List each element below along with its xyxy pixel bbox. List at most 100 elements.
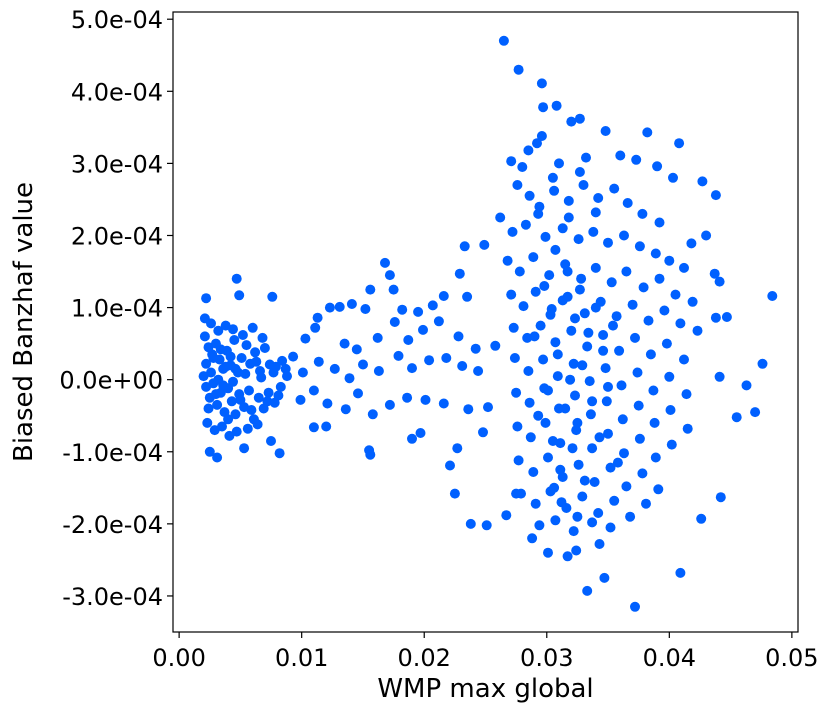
data-point bbox=[642, 127, 653, 138]
data-point bbox=[501, 510, 512, 521]
data-point bbox=[413, 306, 424, 317]
data-point bbox=[590, 302, 601, 313]
data-point bbox=[650, 452, 661, 463]
data-point bbox=[741, 380, 752, 391]
data-point bbox=[201, 358, 212, 369]
data-point bbox=[603, 381, 613, 392]
data-point bbox=[231, 273, 242, 284]
data-point bbox=[508, 322, 519, 333]
data-point bbox=[577, 360, 588, 371]
data-point bbox=[234, 290, 245, 301]
data-point bbox=[266, 436, 276, 446]
data-point bbox=[481, 520, 492, 531]
data-point bbox=[721, 312, 732, 322]
data-point bbox=[661, 338, 672, 349]
data-point bbox=[614, 345, 625, 356]
y-tick-label: -2.0e-04 bbox=[62, 511, 163, 539]
x-tick-label: 0.02 bbox=[398, 644, 451, 672]
data-point bbox=[566, 325, 577, 336]
data-point bbox=[208, 353, 219, 363]
data-point bbox=[550, 244, 561, 255]
data-point bbox=[562, 266, 573, 277]
data-point bbox=[300, 333, 311, 344]
data-point bbox=[403, 335, 414, 345]
data-point bbox=[217, 421, 227, 432]
data-point bbox=[574, 167, 585, 177]
data-point bbox=[545, 309, 556, 320]
data-point bbox=[565, 374, 576, 385]
data-point bbox=[473, 366, 484, 376]
data-point bbox=[427, 300, 438, 311]
x-tick-label: 0.03 bbox=[520, 644, 573, 672]
data-point bbox=[339, 338, 350, 349]
data-point bbox=[441, 353, 452, 363]
data-point bbox=[241, 340, 252, 351]
data-point bbox=[570, 390, 580, 401]
data-point bbox=[563, 212, 574, 223]
data-point bbox=[573, 459, 584, 470]
data-point bbox=[213, 325, 224, 336]
data-point bbox=[578, 180, 589, 190]
data-point bbox=[544, 270, 555, 281]
data-point bbox=[543, 452, 553, 463]
data-point bbox=[380, 257, 390, 268]
data-point bbox=[731, 412, 742, 423]
data-point bbox=[424, 355, 435, 366]
data-point bbox=[568, 358, 579, 369]
data-point bbox=[453, 331, 464, 342]
data-point bbox=[540, 417, 551, 428]
data-point bbox=[606, 277, 617, 288]
data-point bbox=[235, 394, 246, 405]
data-point bbox=[462, 291, 473, 302]
data-point bbox=[506, 156, 517, 167]
data-point bbox=[297, 367, 308, 378]
data-point bbox=[599, 572, 610, 583]
data-point bbox=[633, 400, 644, 411]
data-point bbox=[611, 311, 622, 322]
data-point bbox=[402, 392, 413, 403]
data-point bbox=[593, 508, 604, 518]
data-point bbox=[373, 366, 384, 376]
x-axis-title: WMP max global bbox=[377, 674, 593, 704]
data-point bbox=[539, 281, 550, 291]
data-point bbox=[324, 302, 335, 313]
data-point bbox=[589, 477, 600, 487]
data-point bbox=[615, 150, 626, 161]
y-tick-label: -3.0e-04 bbox=[62, 583, 163, 611]
data-point bbox=[528, 467, 539, 477]
data-point bbox=[692, 325, 703, 336]
data-point bbox=[579, 475, 590, 486]
data-point bbox=[710, 190, 721, 201]
data-point bbox=[360, 304, 371, 314]
data-point bbox=[701, 230, 712, 241]
data-point bbox=[520, 219, 531, 230]
data-point bbox=[645, 349, 656, 360]
data-point bbox=[587, 396, 598, 407]
data-point bbox=[418, 324, 428, 335]
data-point bbox=[263, 387, 274, 398]
data-point bbox=[199, 331, 210, 342]
data-point bbox=[535, 320, 546, 331]
data-point bbox=[257, 332, 268, 343]
data-point bbox=[516, 488, 526, 499]
data-point bbox=[619, 230, 629, 241]
data-point bbox=[344, 373, 355, 384]
data-point bbox=[228, 324, 238, 335]
data-point bbox=[229, 335, 240, 345]
data-point bbox=[601, 396, 612, 407]
data-point bbox=[572, 417, 583, 428]
data-point bbox=[514, 266, 525, 277]
data-point bbox=[631, 154, 642, 165]
data-point bbox=[445, 460, 455, 471]
data-point bbox=[582, 341, 593, 352]
data-point bbox=[600, 126, 611, 136]
data-point bbox=[654, 273, 665, 284]
data-point bbox=[251, 356, 262, 367]
data-point bbox=[438, 291, 449, 301]
data-point bbox=[585, 409, 596, 420]
data-point bbox=[649, 417, 660, 428]
data-point bbox=[532, 138, 542, 149]
data-point bbox=[666, 439, 677, 450]
data-point bbox=[438, 398, 449, 409]
data-point bbox=[574, 284, 585, 295]
